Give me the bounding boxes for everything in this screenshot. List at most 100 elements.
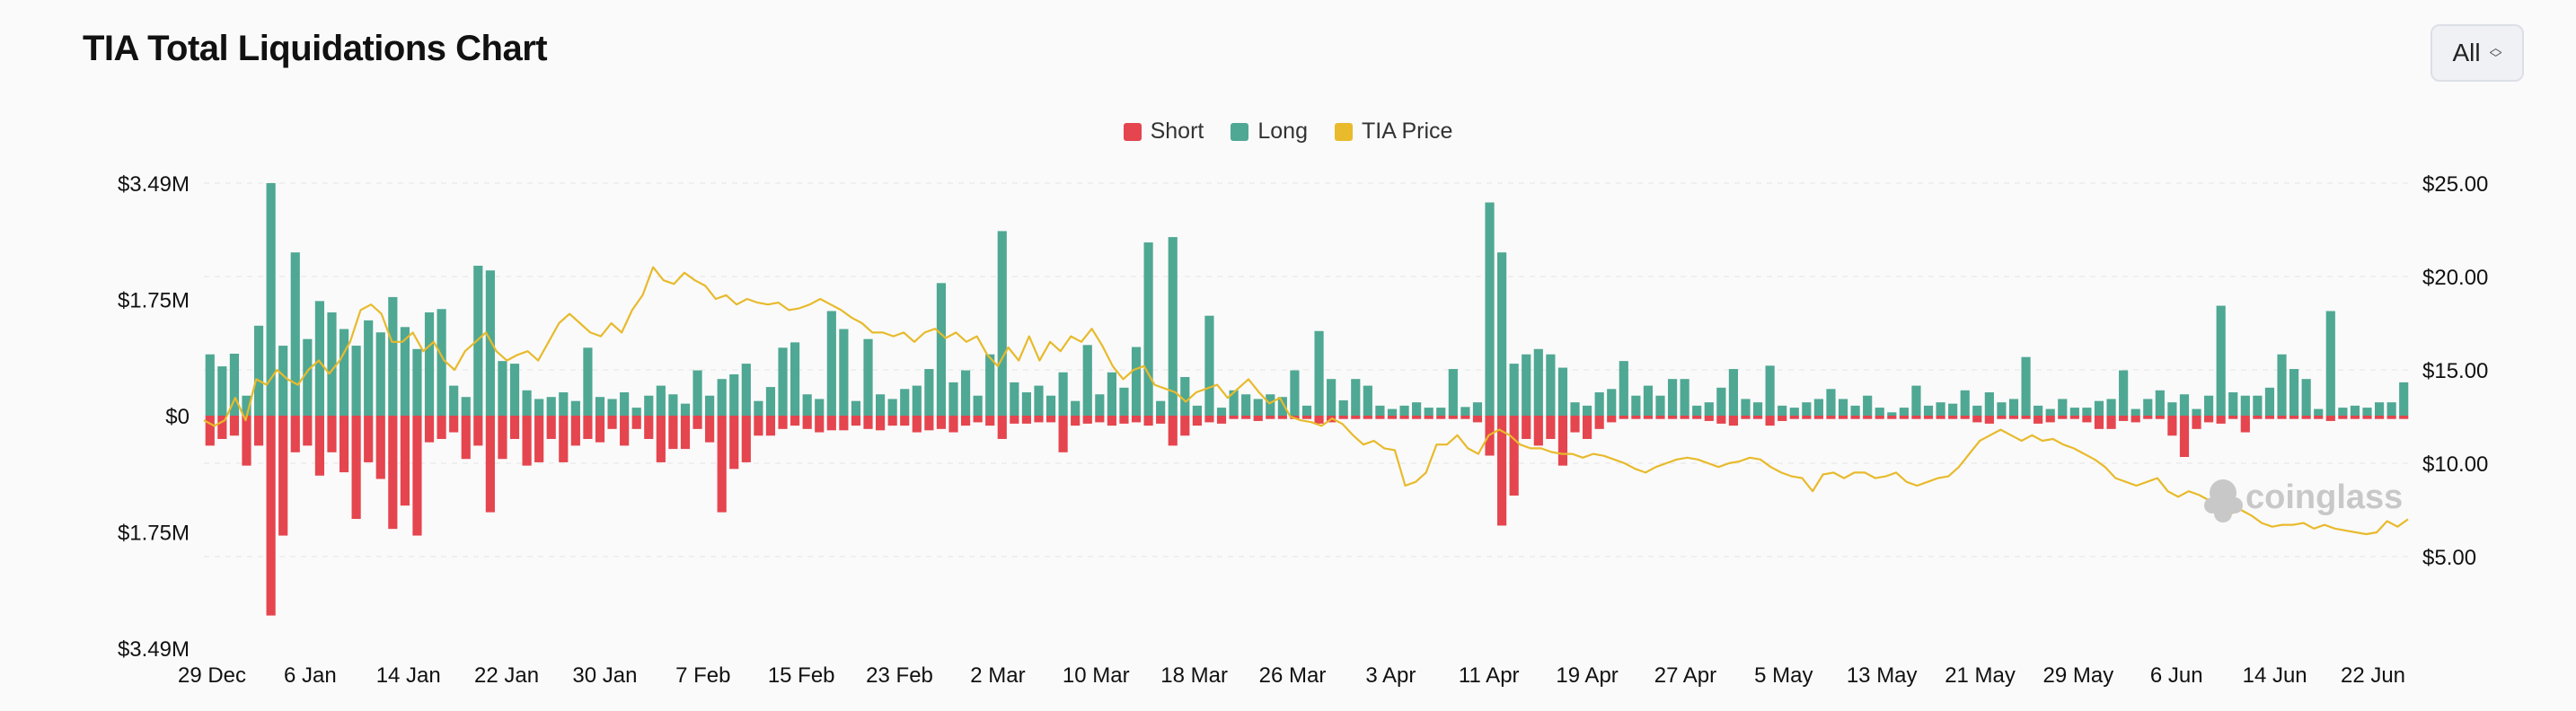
long-bar bbox=[875, 394, 886, 416]
short-bar bbox=[2204, 416, 2214, 423]
short-bar bbox=[449, 416, 459, 433]
short-bar bbox=[2386, 416, 2396, 419]
range-select[interactable]: All ︿ ﹀ bbox=[2430, 24, 2524, 82]
x-axis-tick-label: 30 Jan bbox=[572, 663, 637, 688]
short-bar bbox=[1899, 416, 1909, 419]
long-bar bbox=[290, 252, 300, 416]
long-bar bbox=[1546, 354, 1556, 416]
short-bar bbox=[327, 416, 337, 452]
x-axis-tick-label: 22 Jun bbox=[2341, 663, 2405, 688]
long-bar bbox=[1583, 405, 1592, 416]
short-bar bbox=[1655, 416, 1665, 419]
long-bar bbox=[668, 394, 678, 416]
short-bar bbox=[1765, 416, 1775, 426]
long-bar bbox=[2362, 408, 2372, 416]
long-bar bbox=[778, 347, 788, 416]
long-bar bbox=[680, 403, 691, 416]
long-bar bbox=[2386, 402, 2396, 416]
short-bar bbox=[1204, 416, 1214, 423]
short-bar bbox=[765, 416, 776, 436]
long-bar bbox=[2289, 369, 2299, 416]
long-bar bbox=[1619, 361, 1628, 416]
long-bar bbox=[693, 370, 702, 416]
chevron-up-down-icon: ︿ ﹀ bbox=[2489, 40, 2502, 66]
x-axis-tick-label: 21 May bbox=[1945, 663, 2016, 688]
short-bar bbox=[2167, 416, 2177, 436]
long-bar bbox=[509, 364, 520, 416]
x-axis-tick-label: 23 Feb bbox=[866, 663, 933, 688]
long-bar bbox=[997, 231, 1007, 416]
short-bar bbox=[851, 416, 861, 426]
long-bar bbox=[339, 329, 349, 416]
short-bar bbox=[1314, 416, 1324, 424]
short-bar bbox=[266, 416, 276, 616]
long-bar bbox=[1229, 390, 1239, 416]
short-bar bbox=[1789, 416, 1799, 419]
short-bar bbox=[461, 416, 471, 460]
short-bar bbox=[2350, 416, 2360, 419]
short-bar bbox=[485, 416, 495, 513]
long-bar bbox=[1863, 395, 1873, 416]
long-bar bbox=[205, 354, 215, 416]
long-bar bbox=[1765, 365, 1775, 416]
short-bar bbox=[1923, 416, 1934, 419]
short-bar bbox=[400, 416, 410, 506]
short-bar bbox=[607, 416, 617, 429]
short-bar bbox=[1692, 416, 1702, 419]
short-bar bbox=[1034, 416, 1044, 423]
short-bar bbox=[1680, 416, 1689, 419]
long-bar bbox=[631, 408, 641, 416]
short-bar bbox=[2179, 416, 2190, 458]
x-axis-tick-label: 3 Apr bbox=[1365, 663, 1416, 688]
short-bar bbox=[1863, 416, 1873, 419]
legend-item-price[interactable]: TIA Price bbox=[1334, 118, 1452, 145]
short-bar bbox=[1277, 416, 1287, 419]
legend-item-short[interactable]: Short bbox=[1123, 118, 1204, 145]
long-bar bbox=[2179, 394, 2190, 416]
x-axis-tick-label: 7 Feb bbox=[675, 663, 730, 688]
short-bar bbox=[1387, 416, 1398, 419]
long-bar bbox=[400, 327, 410, 416]
x-axis-tick-label: 11 Apr bbox=[1459, 663, 1520, 688]
short-bar bbox=[2374, 416, 2385, 419]
short-bar bbox=[509, 416, 520, 439]
long-bar bbox=[1082, 345, 1092, 416]
long-bar bbox=[2021, 356, 2031, 416]
long-bar bbox=[2192, 408, 2201, 416]
short-bar bbox=[303, 416, 313, 446]
long-bar bbox=[2058, 399, 2068, 416]
short-bar bbox=[2325, 416, 2335, 421]
short-bar bbox=[1850, 416, 1860, 419]
long-bar bbox=[2008, 399, 2019, 416]
short-bar bbox=[1216, 416, 1227, 424]
short-bar bbox=[631, 416, 641, 429]
long-bar bbox=[1241, 394, 1251, 416]
long-bar bbox=[2204, 395, 2214, 416]
long-bar bbox=[802, 394, 812, 416]
long-bar bbox=[229, 353, 240, 416]
short-bar bbox=[2253, 416, 2263, 419]
legend-swatch-short bbox=[1123, 122, 1142, 141]
long-bar bbox=[1875, 408, 1884, 416]
short-bar bbox=[412, 416, 422, 536]
short-bar bbox=[1509, 416, 1519, 496]
long-bar bbox=[985, 354, 995, 416]
long-bar bbox=[1143, 242, 1153, 416]
long-bar bbox=[278, 346, 288, 416]
long-bar bbox=[1034, 385, 1044, 416]
legend-item-long[interactable]: Long bbox=[1231, 118, 1308, 145]
short-bar bbox=[2058, 416, 2068, 419]
short-bar bbox=[1229, 416, 1239, 419]
long-bar bbox=[2374, 402, 2385, 416]
short-bar bbox=[1802, 416, 1812, 419]
short-bar bbox=[364, 416, 374, 462]
long-bar bbox=[644, 395, 654, 416]
short-bar bbox=[2033, 416, 2043, 424]
grid-lines bbox=[204, 182, 2410, 557]
short-bar bbox=[1631, 416, 1641, 419]
short-bar bbox=[2362, 416, 2372, 419]
long-bar bbox=[1497, 252, 1507, 416]
long-bar bbox=[1156, 400, 1166, 416]
long-bar bbox=[1327, 379, 1337, 416]
short-bar bbox=[960, 416, 971, 426]
